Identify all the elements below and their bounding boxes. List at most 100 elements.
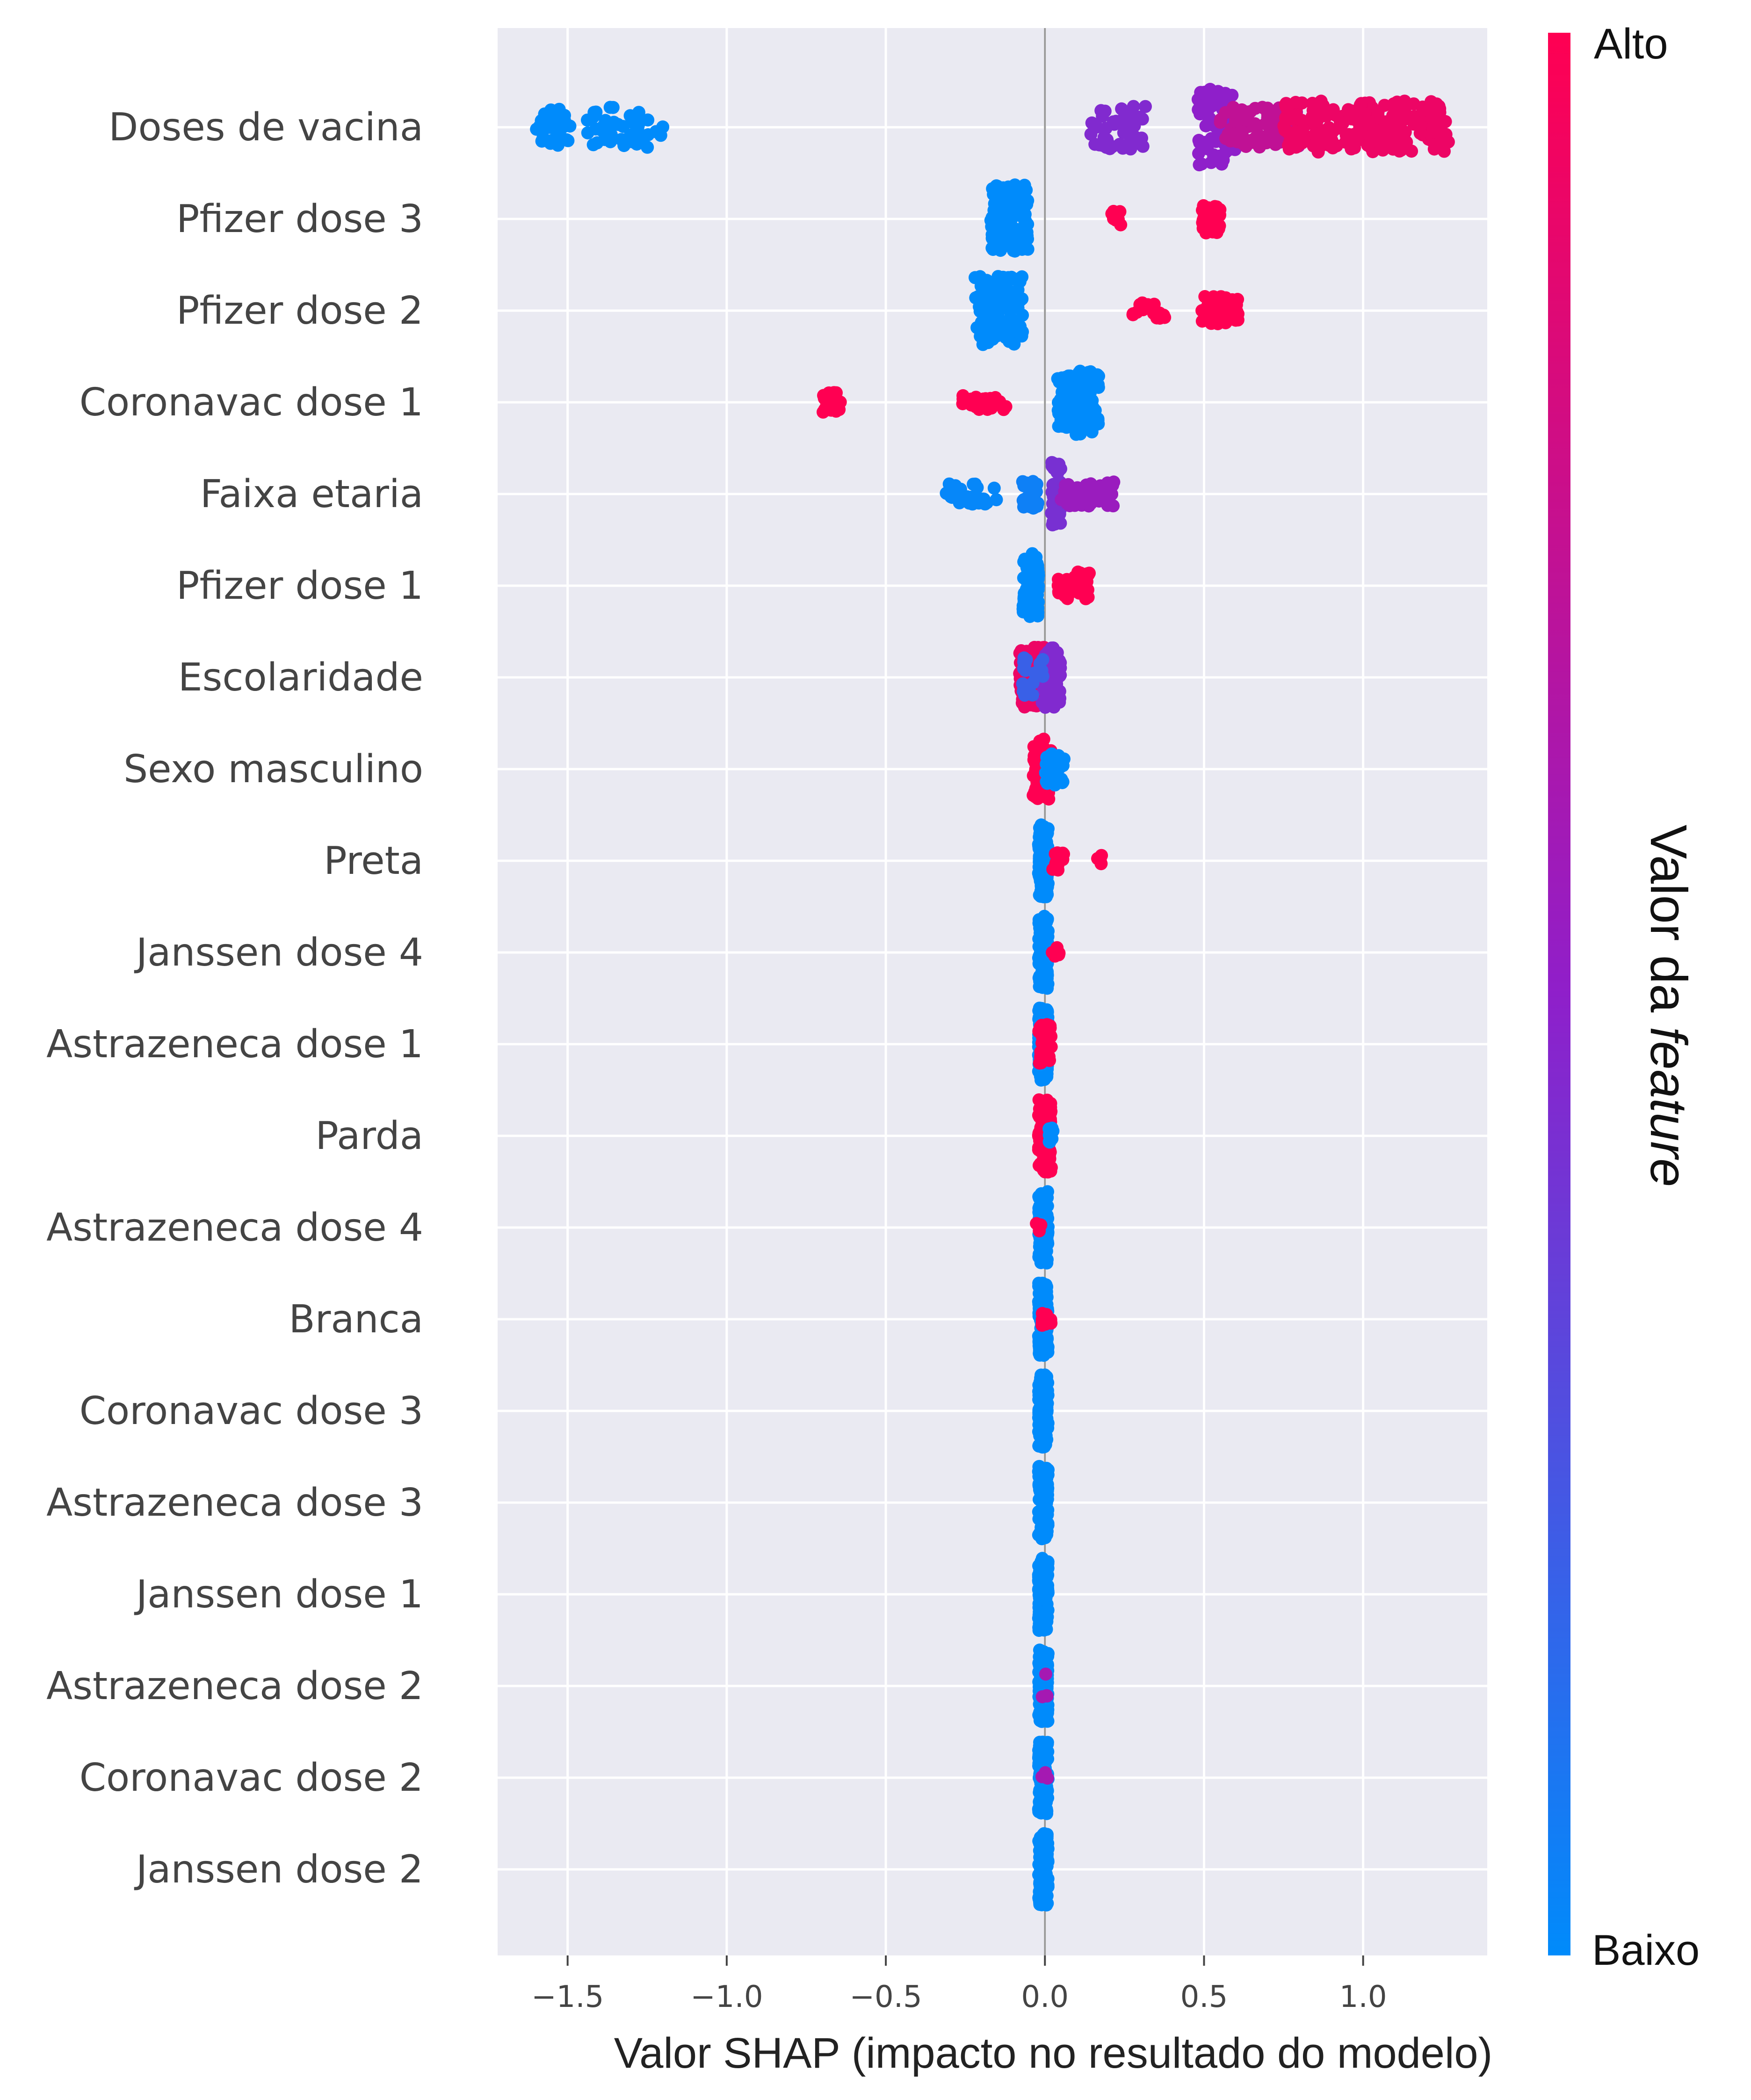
shap-point: [1049, 506, 1062, 520]
shap-point: [1035, 1690, 1049, 1703]
shap-point: [552, 102, 566, 116]
shap-point: [1020, 686, 1034, 699]
shap-point: [1084, 127, 1098, 141]
shap-point: [1091, 852, 1104, 865]
feature-labels: Doses de vacina Pfizer dose 3 Pfizer dose …: [46, 105, 423, 1892]
shap-point: [604, 128, 618, 141]
shap-point: [1139, 100, 1152, 113]
shap-point: [979, 397, 992, 410]
shap-point: [1027, 591, 1040, 604]
shap-point: [1428, 138, 1441, 152]
shap-point: [1260, 117, 1274, 131]
shap-point: [1034, 1618, 1048, 1632]
shap-point: [1352, 127, 1366, 141]
shap-point: [1053, 654, 1066, 668]
shap-point: [1432, 100, 1446, 113]
shap-point: [1034, 890, 1048, 903]
feature-label: Parda: [315, 1114, 423, 1158]
shap-point: [976, 338, 990, 351]
shap-point: [1068, 495, 1082, 509]
shap-point: [1079, 478, 1093, 492]
shap-point: [1195, 157, 1208, 171]
shap-point: [1027, 640, 1041, 654]
shap-point: [1037, 1432, 1050, 1446]
shap-point: [1052, 586, 1065, 600]
colorbar-title-italic: feature: [1640, 1027, 1697, 1187]
shap-point: [1065, 384, 1079, 397]
shap-point: [1038, 923, 1051, 936]
x-axis-ticks: −1.5 −1.0 −0.5 0.0 0.5 1.0: [531, 1955, 1387, 2014]
shap-point: [1033, 1247, 1046, 1261]
shap-point: [1278, 124, 1292, 137]
shap-point: [1211, 85, 1225, 98]
shap-point: [1056, 853, 1070, 866]
shap-point: [1071, 573, 1084, 586]
feature-label: Branca: [289, 1297, 423, 1342]
shap-point: [1036, 1805, 1050, 1819]
shap-point: [641, 140, 654, 154]
feature-label: Coronavac dose 1: [80, 380, 423, 425]
shap-point: [1307, 139, 1320, 153]
shap-point: [1407, 97, 1420, 111]
shap-point: [990, 493, 1003, 507]
shap-point: [1296, 123, 1310, 136]
shap-point: [1034, 1387, 1047, 1400]
shap-point: [1369, 124, 1382, 138]
shap-point: [1037, 1840, 1051, 1853]
x-tick-label: 0.0: [1021, 1980, 1069, 2014]
shap-point: [1227, 127, 1240, 141]
shap-point: [1213, 203, 1227, 216]
shap-point: [978, 495, 991, 509]
shap-point: [991, 196, 1005, 210]
shap-point: [1016, 494, 1030, 507]
shap-point: [1036, 1577, 1049, 1591]
shap-point: [1086, 401, 1100, 415]
shap-point: [1080, 575, 1093, 589]
shap-point: [1101, 136, 1115, 150]
shap-point: [988, 322, 1002, 335]
shap-point: [1094, 104, 1108, 117]
feature-label: Coronavac dose 2: [80, 1756, 423, 1800]
x-tick-label: 0.5: [1180, 1980, 1228, 2014]
colorbar-title: Valor da feature: [1640, 825, 1697, 1187]
feature-label: Pfizer dose 3: [176, 197, 423, 241]
shap-point: [1035, 1511, 1048, 1524]
shap-point: [1029, 790, 1042, 804]
shap-point: [1010, 300, 1023, 313]
shap-point: [1035, 1708, 1048, 1722]
x-tick-label: 1.0: [1339, 1980, 1387, 2014]
shap-point: [1158, 311, 1172, 324]
shap-point: [1037, 1645, 1050, 1659]
shap-point: [1073, 427, 1087, 441]
shap-point: [639, 129, 652, 143]
shap-point: [968, 395, 981, 408]
shap-point: [1407, 117, 1421, 131]
shap-point: [1117, 126, 1130, 139]
shap-point: [1038, 1525, 1052, 1539]
shap-point: [1048, 946, 1062, 959]
shap-point: [1295, 96, 1309, 110]
shap-point: [1205, 293, 1218, 307]
shap-point: [1266, 132, 1279, 145]
shap-point: [620, 134, 633, 147]
shap-point: [1041, 1872, 1055, 1886]
shap-point: [1194, 100, 1207, 113]
shap-point: [1034, 1218, 1048, 1232]
feature-label: Astrazeneca dose 4: [46, 1206, 423, 1250]
shap-point: [1084, 365, 1097, 378]
shap-point: [1103, 483, 1117, 497]
shap-point: [1004, 311, 1017, 325]
shap-point: [1033, 657, 1047, 670]
shap-point: [1037, 1068, 1051, 1082]
shap-point: [1031, 606, 1045, 619]
shap-point: [1250, 120, 1264, 133]
shap-point: [1140, 300, 1153, 314]
shap-point: [1053, 691, 1067, 705]
shap-point: [1058, 485, 1071, 498]
shap-point: [1205, 316, 1218, 330]
shap-point: [1057, 409, 1071, 423]
shap-point: [1040, 1290, 1054, 1304]
shap-point: [1387, 107, 1401, 121]
shap-point: [606, 101, 620, 114]
